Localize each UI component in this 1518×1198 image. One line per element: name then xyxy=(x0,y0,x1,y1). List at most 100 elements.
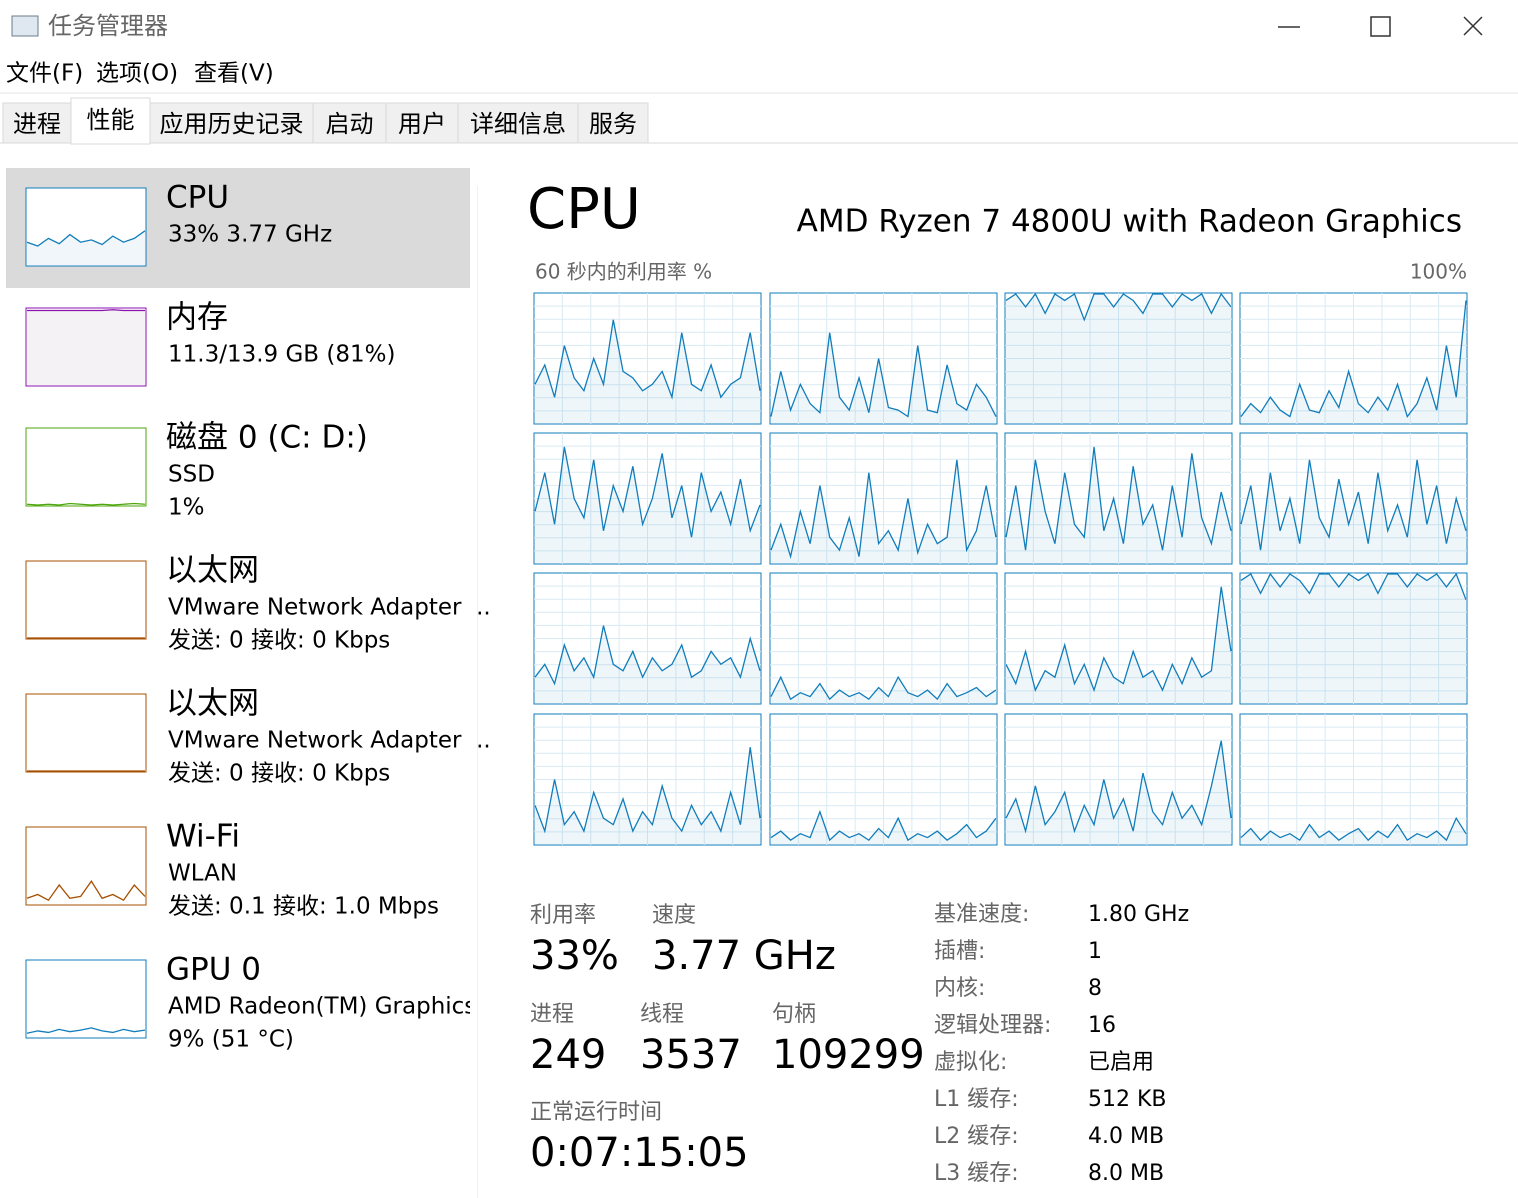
tab-label: 启动 xyxy=(326,110,374,138)
detail-value: 512 KB xyxy=(1088,1087,1167,1112)
core-fill xyxy=(1006,294,1231,423)
core-line xyxy=(1005,446,1232,551)
tab[interactable] xyxy=(577,102,649,144)
detail-value: 16 xyxy=(1088,1013,1116,1038)
core-line xyxy=(1005,586,1232,693)
item-detail: AMD Radeon(TM) Graphics xyxy=(168,994,476,1020)
item-hit[interactable] xyxy=(6,940,470,1060)
detail-value: 1 xyxy=(1088,939,1102,964)
item-hit[interactable] xyxy=(6,541,470,661)
detail-label: 虚拟化: xyxy=(934,1050,1007,1075)
menu-item: 文件(F) xyxy=(6,61,83,87)
thumbnail-fill xyxy=(27,309,145,385)
close-button[interactable] xyxy=(1463,16,1483,36)
stat-value: 33% xyxy=(530,933,619,979)
stat-value: 109299 xyxy=(772,1032,925,1078)
item-name: GPU 0 xyxy=(166,952,261,988)
core-fill xyxy=(1006,740,1231,844)
core-line xyxy=(1005,740,1232,834)
core-fill xyxy=(771,459,996,563)
item-detail: 发送: 0 接收: 0 Kbps xyxy=(168,628,390,654)
item-hit[interactable] xyxy=(6,408,470,528)
item-detail: 发送: 0 接收: 0 Kbps xyxy=(168,761,390,787)
item-name: 以太网 xyxy=(166,686,259,722)
core-fill xyxy=(1006,446,1231,563)
stat-label: 句柄 xyxy=(772,1002,816,1027)
thumbnail-line xyxy=(26,230,146,247)
maximize-button[interactable] xyxy=(1370,16,1391,37)
item-detail: VMware Network Adapter ... xyxy=(168,595,491,621)
thumbnail-bg xyxy=(25,560,147,640)
core-fill xyxy=(535,747,760,844)
clip-edge xyxy=(470,160,477,1198)
core-line xyxy=(1240,572,1467,601)
core-line xyxy=(534,625,761,686)
item-name: Wi-Fi xyxy=(166,819,240,855)
item-detail: VMware Network Adapter ... xyxy=(168,728,491,754)
item-detail: 11.3/13.9 GB (81%) xyxy=(168,342,395,368)
tab-label: 详细信息 xyxy=(470,110,566,138)
item-detail: 1% xyxy=(168,495,205,521)
thumbnail-fill xyxy=(27,881,145,904)
core-fill xyxy=(771,677,996,703)
stat-label: 利用率 xyxy=(530,903,596,928)
item-detail: 9% (51 °C) xyxy=(168,1027,294,1053)
item-hit[interactable] xyxy=(6,807,470,927)
thumbnail-bg xyxy=(25,959,147,1039)
detail-value: 8 xyxy=(1088,976,1102,1001)
core-line xyxy=(1240,300,1467,418)
detail-label: L3 缓存: xyxy=(934,1161,1019,1186)
menu-item: 选项(O) xyxy=(96,61,178,87)
window-title: 任务管理器 xyxy=(48,12,168,40)
detail-value: 4.0 MB xyxy=(1088,1124,1164,1149)
item-detail: 发送: 0.1 接收: 1.0 Mbps xyxy=(168,894,439,920)
cpu-model: AMD Ryzen 7 4800U with Radeon Graphics xyxy=(797,204,1462,240)
tab[interactable] xyxy=(149,102,314,144)
stat-label: 线程 xyxy=(640,1002,684,1027)
core-fill xyxy=(1241,818,1466,844)
detail-label: 插槽: xyxy=(934,939,985,964)
item-name: 内存 xyxy=(166,300,228,336)
stat-label: 进程 xyxy=(530,1002,574,1027)
thumbnail-fill xyxy=(27,230,145,265)
stat-value: 249 xyxy=(530,1032,606,1078)
core-fill xyxy=(535,625,760,703)
core-line xyxy=(770,332,997,418)
core-line xyxy=(770,459,997,560)
menu-item: 查看(V) xyxy=(194,61,274,87)
core-line xyxy=(770,809,997,842)
item-detail: SSD xyxy=(168,462,215,488)
thumbnail-line xyxy=(26,880,146,902)
item-detail: 33% 3.77 GHz xyxy=(168,222,332,248)
item-name: 磁盘 0 (C: D:) xyxy=(166,420,368,456)
item-hit[interactable] xyxy=(6,674,470,794)
tab-label: 性能 xyxy=(87,106,135,134)
tab[interactable] xyxy=(457,102,579,144)
item-hit[interactable] xyxy=(6,168,470,288)
core-fill xyxy=(1241,459,1466,563)
detail-label: 逻辑处理器: xyxy=(934,1013,1051,1038)
thumbnail-bg xyxy=(25,693,147,773)
core-line xyxy=(534,747,761,834)
thumbnail-bg xyxy=(25,427,147,507)
core-line xyxy=(1240,459,1467,551)
stat-value: 0:07:15:05 xyxy=(530,1130,749,1176)
tab[interactable] xyxy=(385,102,459,144)
detail-label: L2 缓存: xyxy=(934,1124,1019,1149)
stat-value: 3.77 GHz xyxy=(652,933,836,979)
tab-label: 服务 xyxy=(589,110,637,138)
tab-label: 用户 xyxy=(398,110,446,138)
detail-value: 8.0 MB xyxy=(1088,1161,1164,1186)
detail-value: 1.80 GHz xyxy=(1088,902,1189,927)
stat-label: 速度 xyxy=(652,903,696,928)
core-line xyxy=(1005,292,1232,322)
app-icon xyxy=(11,15,39,37)
tab[interactable] xyxy=(312,102,387,144)
core-line xyxy=(534,446,761,538)
cpu-title: CPU xyxy=(527,177,641,242)
item-name: CPU xyxy=(166,180,229,216)
core-fill xyxy=(1006,586,1231,703)
graph-max: 100% xyxy=(1410,260,1467,284)
item-hit[interactable] xyxy=(6,288,470,408)
